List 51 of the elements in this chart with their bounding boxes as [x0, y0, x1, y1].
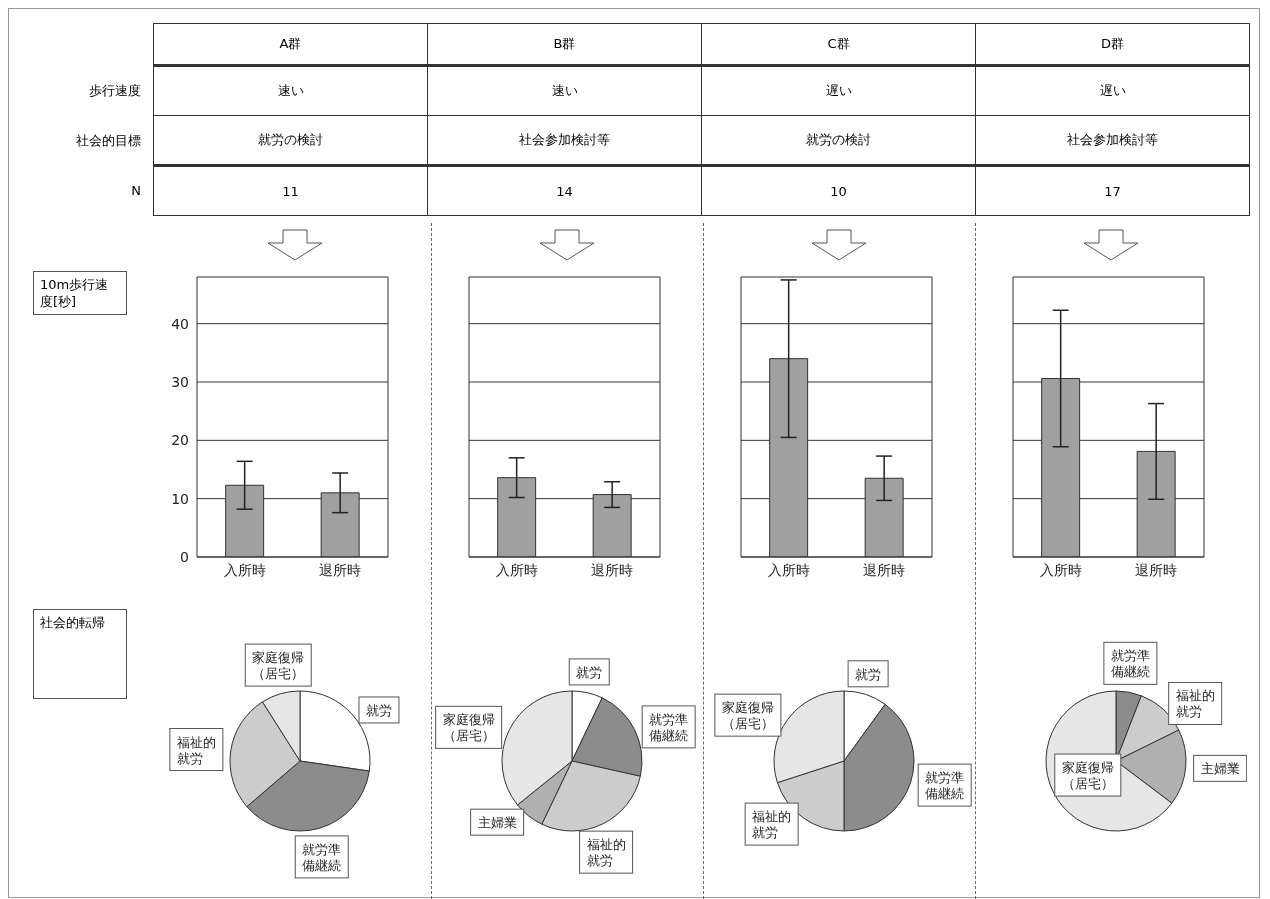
slice-label: 就労	[365, 702, 392, 718]
slice-label: 家庭復帰（居宅）	[1061, 760, 1114, 792]
text: 社会的転帰	[33, 609, 127, 699]
x-tick-label: 退所時	[591, 561, 634, 578]
text: 11	[282, 183, 299, 199]
category-label: C群	[701, 23, 976, 66]
slice-label: 福祉的就労	[586, 837, 626, 869]
text: 社会参加検討等	[1067, 132, 1158, 147]
x-tick-label: 入所時	[223, 561, 266, 578]
slice-label: 家庭復帰（居宅）	[442, 712, 495, 744]
text: 17	[1104, 183, 1121, 199]
slice-label: 福祉的就労	[752, 809, 792, 841]
text: 就労の検討	[258, 132, 323, 147]
y-axis-title: 10m歩行速度[秒]	[33, 271, 127, 315]
category-label: 社会的目標	[76, 132, 141, 148]
y-tick-label: 10	[171, 490, 189, 507]
y-tick-label: 0	[180, 548, 189, 565]
category-label: B群	[427, 23, 702, 66]
x-tick-label: 入所時	[1039, 561, 1082, 578]
slice-label: 就労準備継続	[925, 770, 965, 802]
slice-label: 就労	[576, 664, 603, 680]
y-tick-label: 30	[171, 373, 189, 390]
slice-label: 就労	[855, 666, 882, 682]
text: 遅い	[1099, 83, 1126, 98]
text: 就労の検討	[806, 132, 871, 147]
slice-label: 主婦業	[1200, 761, 1240, 777]
text: 14	[556, 183, 573, 199]
text: 10	[830, 183, 847, 199]
x-tick-label: 退所時	[1135, 561, 1178, 578]
y-tick-label: 40	[171, 315, 189, 332]
category-label: N	[131, 183, 141, 198]
slice-label: 就労準備継続	[649, 711, 689, 743]
text: 遅い	[825, 83, 852, 98]
y-tick-label: 20	[171, 432, 189, 449]
x-tick-label: 入所時	[495, 561, 538, 578]
category-label: A群	[153, 23, 428, 66]
x-tick-label: 退所時	[319, 561, 362, 578]
category-label: 歩行速度	[89, 82, 141, 98]
slice-label: 就労準備継続	[302, 841, 342, 873]
text: 社会参加検討等	[519, 132, 610, 147]
x-tick-label: 退所時	[863, 561, 906, 578]
x-tick-label: 入所時	[767, 561, 810, 578]
slice-label: 家庭復帰（居宅）	[252, 650, 305, 682]
text: 速い	[277, 83, 304, 98]
slice-label: 福祉的就労	[1175, 688, 1215, 720]
slice-label: 主婦業	[477, 815, 517, 831]
slice-label: 就労準備継続	[1110, 648, 1150, 680]
slice-label: 福祉的就労	[176, 734, 216, 766]
slice-label: 家庭復帰（居宅）	[721, 700, 774, 732]
text: 速い	[551, 83, 578, 98]
category-label: D群	[975, 23, 1250, 66]
